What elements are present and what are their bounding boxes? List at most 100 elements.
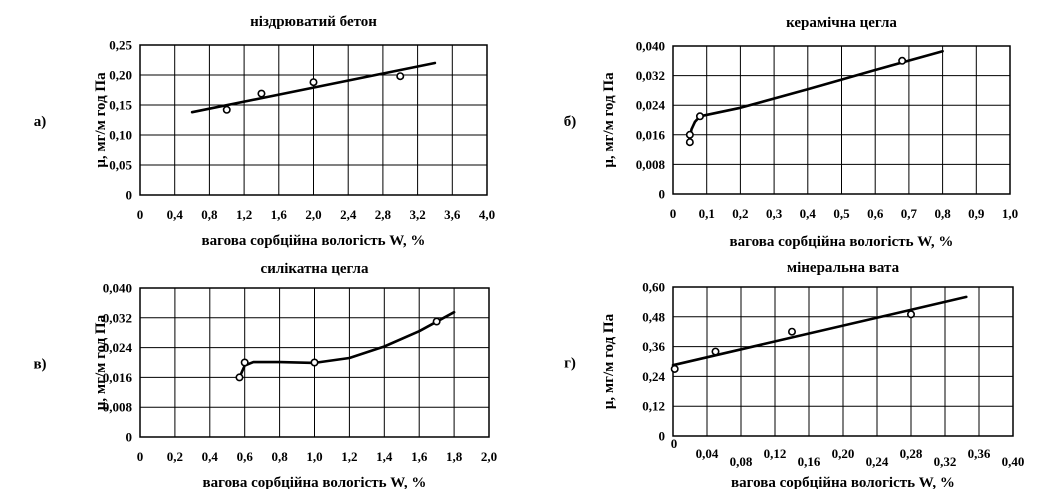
panel-letter: а) xyxy=(34,114,47,130)
x-tick-label: 2,0 xyxy=(305,207,321,222)
y-tick-label: 0,25 xyxy=(109,38,132,53)
y-tick-label: 0,008 xyxy=(636,157,666,172)
data-point xyxy=(432,317,441,326)
x-tick-label: 0,8 xyxy=(201,207,218,222)
y-tick-label: 0,12 xyxy=(642,399,665,414)
x-tick-label: 0,8 xyxy=(934,206,951,221)
y-tick-label: 0,024 xyxy=(103,340,133,355)
data-point xyxy=(396,72,405,81)
x-tick-label: 0,40 xyxy=(1002,454,1025,469)
x-tick-label: 0,20 xyxy=(832,446,855,461)
y-axis-label: μ, мг/м год Па xyxy=(93,72,109,168)
y-tick-label: 0,016 xyxy=(636,127,666,142)
trend-line xyxy=(190,61,437,114)
y-tick-label: 0,20 xyxy=(109,68,132,83)
data-point xyxy=(685,138,694,147)
x-tick-label: 0,24 xyxy=(866,454,889,469)
x-tick-label: 0,6 xyxy=(867,206,884,221)
y-tick-label: 0,024 xyxy=(636,98,666,113)
chart-panel-1: ніздрюватий бетон а) μ, мг/м год Па вагова … xyxy=(34,14,495,249)
y-tick-label: 0,040 xyxy=(636,39,665,54)
y-axis-label: μ, мг/м год Па xyxy=(601,313,617,409)
data-point xyxy=(685,130,694,139)
x-tick-label: 0,3 xyxy=(766,206,783,221)
x-tick-label: 1,0 xyxy=(1002,206,1018,221)
data-point xyxy=(257,89,266,98)
x-tick-label: 1,2 xyxy=(341,449,357,464)
y-tick-label: 0 xyxy=(126,430,133,445)
panel-letter: в) xyxy=(33,357,46,373)
y-tick-label: 0 xyxy=(659,429,666,444)
x-tick-label: 2,8 xyxy=(375,207,392,222)
y-tick-label: 0,48 xyxy=(642,309,665,324)
x-tick-label: 0,2 xyxy=(167,449,183,464)
x-tick-label: 1,4 xyxy=(376,449,393,464)
x-tick-label: 0,04 xyxy=(696,446,719,461)
x-tick-label: 0,2 xyxy=(732,206,748,221)
chart-title: силікатна цегла xyxy=(261,261,369,277)
x-tick-label: 1,0 xyxy=(306,449,322,464)
data-point xyxy=(898,56,907,65)
chart-panel-2: керамічна цегла б) μ, мг/м год Па вагова со… xyxy=(564,15,1018,250)
y-axis-label: μ, мг/м год Па xyxy=(93,314,109,410)
data-point xyxy=(711,347,720,356)
x-tick-label: 0,5 xyxy=(833,206,850,221)
trend-line xyxy=(671,295,968,367)
chart-panel-3: силікатна цегла в) μ, мг/м год Па вагова со… xyxy=(33,261,497,489)
trend-line xyxy=(688,49,944,140)
x-tick-label: 0,9 xyxy=(968,206,985,221)
plot-frame xyxy=(139,44,488,196)
chart-title: керамічна цегла xyxy=(786,15,897,31)
plot-frame xyxy=(139,287,490,438)
x-axis-label: вагова сорбційна вологість W, % xyxy=(730,234,954,250)
x-tick-label: 2,4 xyxy=(340,207,357,222)
data-point xyxy=(240,358,249,367)
y-tick-label: 0,040 xyxy=(103,281,132,296)
x-tick-label: 0,8 xyxy=(271,449,288,464)
panel-letter: г) xyxy=(564,356,576,372)
y-tick-label: 0,24 xyxy=(642,369,665,384)
y-tick-label: 0,016 xyxy=(103,370,133,385)
x-tick-label: 0,28 xyxy=(900,446,923,461)
trend-line xyxy=(238,310,456,379)
data-point xyxy=(787,327,796,336)
y-tick-label: 0,15 xyxy=(109,98,132,113)
y-tick-label: 0 xyxy=(659,187,666,202)
x-tick-label: 0,4 xyxy=(800,206,817,221)
x-tick-label: 0 xyxy=(671,436,678,451)
y-tick-label: 0,10 xyxy=(109,128,132,143)
x-tick-label: 1,2 xyxy=(236,207,252,222)
x-tick-label: 0,1 xyxy=(699,206,715,221)
x-tick-label: 1,6 xyxy=(271,207,288,222)
x-tick-label: 3,6 xyxy=(444,207,461,222)
x-tick-label: 0,12 xyxy=(764,446,787,461)
x-tick-label: 0,08 xyxy=(730,454,753,469)
x-tick-label: 0,4 xyxy=(202,449,219,464)
y-tick-label: 0 xyxy=(126,188,133,203)
panel-letter: б) xyxy=(564,114,577,130)
y-tick-label: 0,60 xyxy=(642,280,665,295)
y-tick-label: 0,36 xyxy=(642,339,665,354)
x-tick-label: 1,6 xyxy=(411,449,428,464)
data-point xyxy=(670,364,679,373)
x-tick-label: 0,7 xyxy=(901,206,918,221)
x-tick-label: 0,32 xyxy=(934,454,957,469)
x-tick-label: 0 xyxy=(670,206,677,221)
data-point xyxy=(222,105,231,114)
chart-title: мінеральна вата xyxy=(787,260,900,276)
plot-frame xyxy=(672,45,1011,195)
data-point xyxy=(310,358,319,367)
x-tick-label: 0,4 xyxy=(167,207,184,222)
y-tick-label: 0,032 xyxy=(636,68,665,83)
y-tick-label: 0,05 xyxy=(109,158,132,173)
data-point xyxy=(695,112,704,121)
x-tick-label: 0,16 xyxy=(798,454,821,469)
y-tick-label: 0,032 xyxy=(103,310,132,325)
x-tick-label: 1,8 xyxy=(446,449,463,464)
x-axis-label: вагова сорбційна вологість W, % xyxy=(203,475,427,489)
plot-frame xyxy=(672,286,1014,437)
x-tick-label: 0,36 xyxy=(968,446,991,461)
chart-panel-4: мінеральна вата г) μ, мг/м год Па вагова со… xyxy=(564,260,1024,489)
x-tick-label: 4,0 xyxy=(479,207,495,222)
